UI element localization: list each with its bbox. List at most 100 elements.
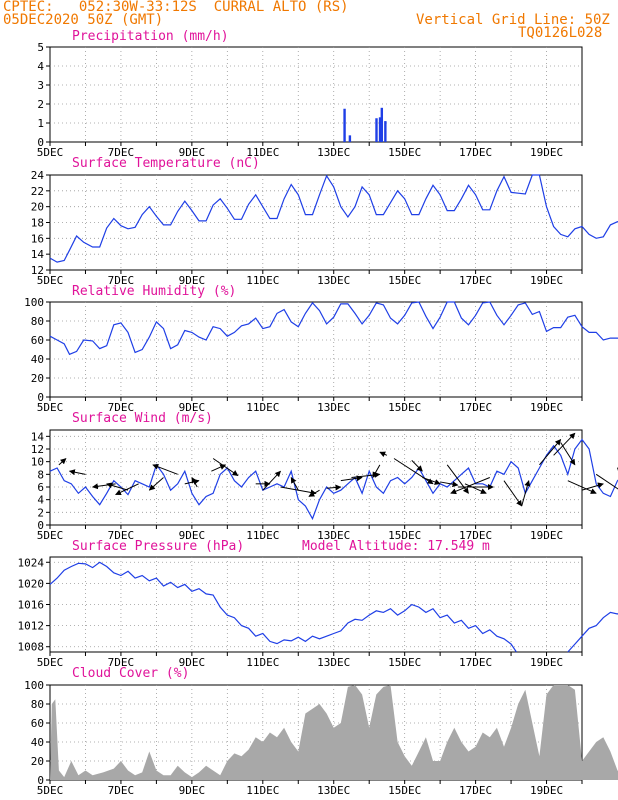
x-tick-label: 11DEC: [246, 146, 279, 159]
x-tick-label: 19DEC: [530, 529, 563, 542]
wind-arrow: [521, 480, 531, 507]
x-tick-label: 15DEC: [388, 529, 421, 542]
x-tick-label: 9DEC: [179, 529, 206, 542]
x-tick-label: 17DEC: [459, 146, 492, 159]
title-temperature: Surface Temperature (nC): [70, 156, 262, 171]
y-tick-label: 0: [37, 519, 44, 532]
wind-arrow: [539, 439, 562, 466]
model-altitude: Model Altitude: 17.549 m: [300, 539, 492, 554]
y-tick-label: 2: [37, 98, 44, 111]
series-line-wind: [49, 438, 618, 521]
wind-arrow: [262, 470, 281, 491]
y-tick-label: 10: [31, 456, 44, 469]
x-tick-label: 9DEC: [179, 656, 206, 669]
x-tick-label: 15DEC: [388, 146, 421, 159]
station-header: CPTEC: 052:30W-33:12S CURRAL ALTO (RS): [3, 0, 349, 15]
x-tick-label: 5DEC: [37, 529, 64, 542]
x-tick-label: 9DEC: [179, 401, 206, 414]
y-tick-label: 14: [31, 248, 45, 261]
wind-arrow: [106, 482, 129, 491]
x-tick-label: 17DEC: [459, 784, 492, 797]
y-tick-label: 22: [31, 185, 44, 198]
y-tick-label: 0: [37, 774, 44, 787]
y-tick-label: 0: [37, 391, 44, 404]
title-humidity: Relative Humidity (%): [70, 284, 239, 299]
cloud-area: [50, 685, 618, 780]
run-time-label: 05DEC2020 50Z (GMT): [3, 12, 164, 28]
wind-arrow: [148, 477, 164, 491]
x-tick-label: 5DEC: [37, 274, 64, 287]
wind-arrow: [326, 484, 342, 491]
wind-arrow: [280, 486, 317, 496]
wind-arrow: [308, 489, 320, 497]
y-tick-label: 60: [31, 717, 44, 730]
precip-bar: [348, 135, 352, 142]
x-tick-label: 7DEC: [108, 529, 135, 542]
y-tick-label: 40: [31, 736, 44, 749]
x-tick-label: 9DEC: [179, 274, 206, 287]
wind-arrow: [340, 475, 363, 482]
x-tick-label: 9DEC: [179, 146, 206, 159]
x-tick-label: 13DEC: [317, 146, 350, 159]
y-tick-label: 1012: [18, 620, 45, 633]
x-tick-label: 5DEC: [37, 656, 64, 669]
y-tick-label: 14: [31, 430, 45, 443]
wind-arrow: [351, 471, 381, 478]
panel-frame-rh: [49, 301, 583, 398]
y-tick-label: 16: [31, 232, 44, 245]
wind-arrow: [503, 480, 523, 507]
precip-bar: [384, 121, 387, 142]
series-line-rh: [49, 301, 618, 356]
x-tick-label: 19DEC: [530, 401, 563, 414]
wind-arrow: [422, 477, 441, 485]
x-tick-label: 7DEC: [108, 401, 135, 414]
y-tick-label: 1024: [18, 556, 45, 569]
wind-arrow: [152, 463, 178, 475]
wind-arrow: [184, 478, 200, 485]
x-tick-label: 11DEC: [246, 274, 279, 287]
x-tick-label: 17DEC: [459, 656, 492, 669]
wind-arrow: [372, 464, 381, 479]
model-label: TQ0126L028: [518, 25, 603, 41]
title-precipitation: Precipitation (mm/h): [70, 29, 231, 44]
wind-arrow: [115, 483, 139, 496]
series-line-pres-2: [567, 611, 618, 653]
precip-bar: [343, 108, 346, 142]
wind-arrow: [191, 476, 198, 488]
wind-arrow: [446, 464, 469, 494]
grid-line-label: Vertical Grid Line: 50Z: [416, 12, 610, 28]
x-tick-label: 5DEC: [37, 401, 64, 414]
y-tick-label: 12: [31, 443, 44, 456]
wind-arrow: [290, 476, 299, 491]
wind-arrow: [581, 482, 604, 491]
y-tick-label: 18: [31, 217, 44, 230]
y-tick-label: 20: [31, 201, 44, 214]
y-tick-label: 12: [31, 264, 44, 277]
x-tick-label: 5DEC: [37, 146, 64, 159]
wind-arrow: [450, 477, 490, 495]
x-tick-label: 17DEC: [459, 529, 492, 542]
title-pressure: Surface Pressure (hPa): [70, 539, 247, 554]
title-wind: Surface Wind (m/s): [70, 411, 215, 426]
wind-arrow: [393, 458, 434, 485]
x-tick-label: 19DEC: [530, 656, 563, 669]
title-cloud: Cloud Cover (%): [70, 666, 192, 681]
x-tick-label: 13DEC: [317, 401, 350, 414]
wind-arrow: [464, 483, 487, 494]
panel-frame-wind: [49, 429, 583, 526]
wind-arrow: [212, 458, 239, 477]
x-tick-label: 7DEC: [108, 274, 135, 287]
x-tick-label: 5DEC: [37, 784, 64, 797]
x-tick-label: 19DEC: [530, 274, 563, 287]
x-tick-label: 15DEC: [388, 784, 421, 797]
y-tick-label: 5: [37, 41, 44, 54]
wind-arrow: [553, 432, 576, 456]
y-tick-label: 6: [37, 481, 44, 494]
x-tick-label: 17DEC: [459, 274, 492, 287]
wind-arrow: [595, 473, 618, 490]
x-tick-label: 7DEC: [108, 656, 135, 669]
x-tick-label: 9DEC: [179, 784, 206, 797]
y-tick-label: 24: [31, 169, 45, 182]
wind-arrow: [440, 481, 459, 488]
x-tick-label: 11DEC: [246, 529, 279, 542]
